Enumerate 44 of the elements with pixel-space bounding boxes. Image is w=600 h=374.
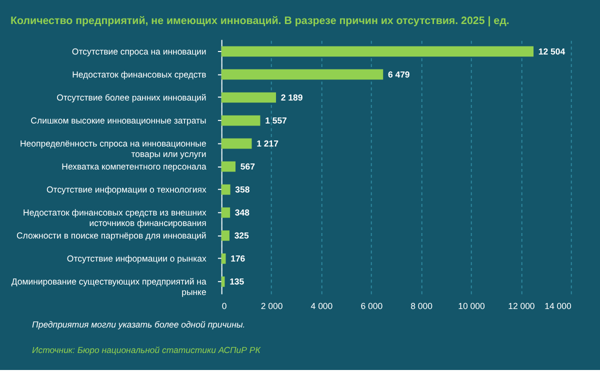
bar [221, 138, 252, 149]
data-label: 1 217 [256, 138, 279, 148]
y-tick-label: Доминирование существующих предприятий на рынке [11, 276, 206, 298]
x-tick-label: 14 000 [544, 300, 572, 311]
text: Предприятия могли указать более одной причины. [32, 320, 246, 330]
x-tick-label: 4 000 [310, 300, 333, 311]
bar [221, 276, 225, 287]
y-tick-label: Отсутствие спроса на инновации [72, 46, 206, 56]
y-tick-label: Неопределённость спроса на инновационные товары или услуги [20, 138, 206, 160]
data-label: 135 [230, 276, 244, 287]
data-label: 567 [240, 161, 256, 172]
bar [221, 46, 534, 57]
data-label: 6 479 [388, 69, 410, 80]
text: Источник: Бюро национальной статистики АСПиР РК [32, 344, 262, 355]
y-tick-label: Недостаток финансовых средств из внешних источников финансирования [23, 208, 207, 228]
data-label: 1 557 [265, 115, 288, 126]
x-tick-label: 12 000 [508, 300, 535, 311]
x-tick-label: 6 000 [360, 300, 383, 311]
bar [221, 92, 276, 103]
y-tick-label: Сложности в поиске партнёров для инноваций [16, 230, 206, 241]
bar [221, 69, 384, 80]
y-tick-label: Отсутствие информации о рынках [66, 254, 207, 264]
data-label: 358 [235, 184, 250, 194]
x-tick-label: 10 000 [458, 300, 485, 311]
bar [221, 207, 230, 218]
data-label: 176 [230, 254, 246, 264]
bar [221, 253, 226, 264]
y-tick-label: Слишком высокие инновационные затраты [30, 115, 206, 126]
y-tick-label: Нехватка компетентного персонала [62, 161, 206, 172]
bar [221, 115, 260, 126]
x-tick-label: 0 [222, 300, 227, 311]
bar [221, 161, 236, 172]
data-label: 12 504 [538, 46, 566, 56]
x-tick-label: 2 000 [260, 300, 283, 311]
y-tick-label: Отсутствие информации о технологиях [46, 184, 207, 194]
y-tick-label: Недостаток финансовых средств [72, 69, 207, 80]
data-label: 348 [234, 208, 250, 218]
y-tick-label: Отсутствие более ранних инноваций [56, 92, 206, 102]
data-label: 2 189 [280, 92, 303, 102]
x-tick-label: 8 000 [410, 300, 433, 311]
chart-title: Количество предприятий, не имеющих инноваций. В разрезе причин их отсутствия. 2025 | ед. [10, 14, 510, 27]
bar [221, 184, 230, 195]
bar [221, 230, 230, 241]
data-label: 325 [234, 230, 250, 241]
